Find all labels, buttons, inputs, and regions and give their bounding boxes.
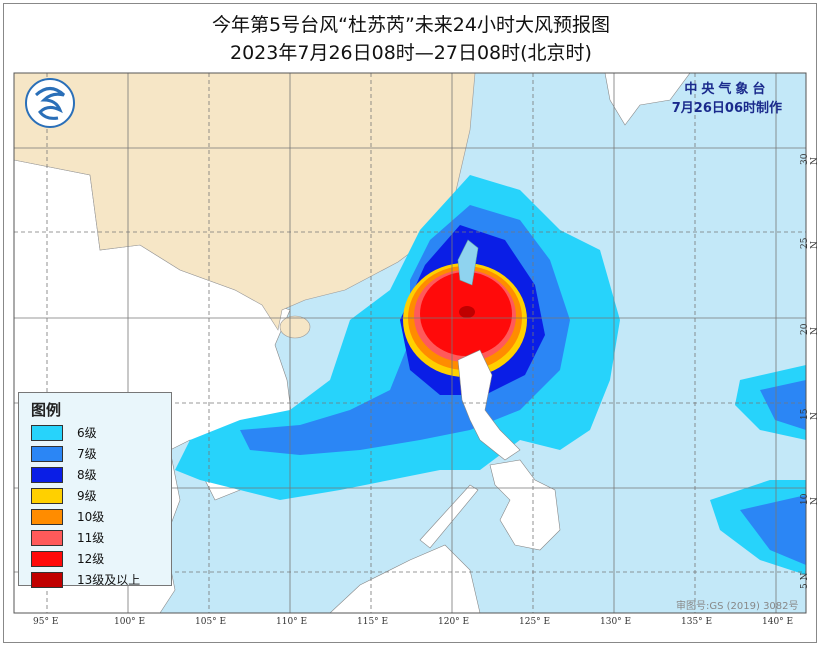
map-title: 今年第5号台风“杜苏芮”未来24小时大风预报图 [212,14,610,36]
palawan-land [419,484,479,549]
legend-title: 图例 [31,401,62,419]
legend-label: 8级 [77,468,97,482]
lon-label: 140° E [762,617,794,627]
legend-item: 11级 [31,527,171,548]
lon-label: 135° E [681,617,713,627]
agency-name: 中央气象台 [684,82,770,97]
lat-label: 15 N [800,408,820,420]
visayas-mindanao-land [489,459,561,551]
wind-13-area [459,306,475,318]
legend-item: 8级 [31,464,171,485]
lon-label: 105° E [195,617,227,627]
legend-swatch [31,571,63,588]
lon-label: 115° E [357,617,389,627]
legend-label: 11级 [77,531,105,545]
lat-label: 5 N [800,572,810,589]
lon-label: 110° E [276,617,308,627]
luzon-land [457,349,521,461]
lon-label: 95° E [33,617,59,627]
legend-item: 13级及以上 [31,569,171,590]
legend-item: 7级 [31,443,171,464]
legend: 图例 6级 7级 8级 9级 10级 11级 12级 13级及以上 [18,392,172,588]
lon-label: 125° E [519,617,551,627]
legend-swatch [31,550,63,567]
legend-label: 7级 [77,447,97,461]
lat-label: 10 N [800,493,820,505]
map-subtitle: 2023年7月26日08时—27日08时(北京时) [230,42,592,64]
legend-label: 10级 [77,510,105,524]
cma-logo-icon [25,78,75,128]
lon-label: 120° E [438,617,470,627]
legend-swatch [31,508,63,525]
lon-label: 100° E [114,617,146,627]
approval-number: 审图号:GS (2019) 3082号 [676,601,799,612]
legend-label: 13级及以上 [77,573,141,587]
lat-label: 25 N [800,237,820,249]
kyushu-land [604,73,691,126]
legend-label: 6级 [77,426,97,440]
legend-item: 10级 [31,506,171,527]
legend-item: 6级 [31,422,171,443]
legend-label: 12级 [77,552,105,566]
legend-item: 12级 [31,548,171,569]
legend-swatch [31,529,63,546]
lon-label: 130° E [600,617,632,627]
legend-item: 9级 [31,485,171,506]
wind-7-area-southeast [740,495,806,565]
agency-label: 中央气象台 7月26日06时制作 [672,80,782,118]
legend-swatch [31,487,63,504]
wind-7-area-east [760,380,806,430]
legend-label: 9级 [77,489,97,503]
legend-swatch [31,445,63,462]
hainan-island [279,315,311,339]
outer-frame [3,3,817,643]
issue-time: 7月26日06时制作 [671,101,782,116]
lat-label: 20 N [800,323,820,335]
lat-label: 30 N [800,153,820,165]
legend-swatch [31,466,63,483]
borneo-land [329,544,481,613]
china-land [14,73,476,331]
legend-swatch [31,424,63,441]
taiwan-land [457,239,479,286]
